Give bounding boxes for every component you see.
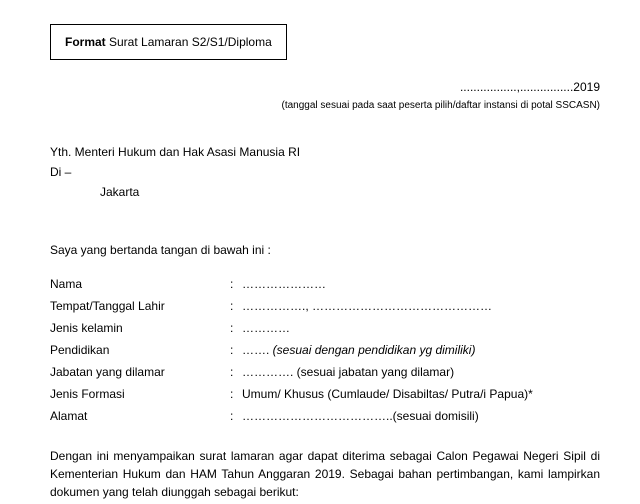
label-nama: Nama bbox=[50, 275, 230, 293]
city: Jakarta bbox=[50, 183, 600, 201]
colon: : bbox=[230, 341, 242, 359]
intro-text: Saya yang bertanda tangan di bawah ini : bbox=[50, 241, 600, 259]
colon: : bbox=[230, 275, 242, 293]
value-formasi: Umum/ Khusus (Cumlaude/ Disabiltas/ Putr… bbox=[242, 385, 533, 403]
label-ttl: Tempat/Tanggal Lahir bbox=[50, 297, 230, 315]
row-ttl: Tempat/Tanggal Lahir : ……………., ………………………… bbox=[50, 297, 533, 315]
label-pendidikan: Pendidikan bbox=[50, 341, 230, 359]
label-jk: Jenis kelamin bbox=[50, 319, 230, 337]
colon: : bbox=[230, 297, 242, 315]
colon: : bbox=[230, 385, 242, 403]
value-jabatan: …………. (sesuai jabatan yang dilamar) bbox=[242, 363, 533, 381]
row-jk: Jenis kelamin : ………… bbox=[50, 319, 533, 337]
pendidikan-prefix: ……. bbox=[242, 343, 273, 357]
value-nama: ………………… bbox=[242, 275, 533, 293]
format-normal: Surat Lamaran S2/S1/Diploma bbox=[106, 35, 272, 49]
row-pendidikan: Pendidikan : ……. (sesuai dengan pendidik… bbox=[50, 341, 533, 359]
format-box: Format Surat Lamaran S2/S1/Diploma bbox=[50, 24, 287, 60]
date-line: .................,................2019 bbox=[50, 78, 600, 96]
row-nama: Nama : ………………… bbox=[50, 275, 533, 293]
format-bold: Format bbox=[65, 35, 106, 49]
row-alamat: Alamat : ………………………………..(sesuai domisili) bbox=[50, 407, 533, 425]
label-alamat: Alamat bbox=[50, 407, 230, 425]
value-ttl: ……………., ……………………………………… bbox=[242, 297, 533, 315]
label-jabatan: Jabatan yang dilamar bbox=[50, 363, 230, 381]
closing-paragraph: Dengan ini menyampaikan surat lamaran ag… bbox=[50, 447, 600, 501]
label-formasi: Jenis Formasi bbox=[50, 385, 230, 403]
row-formasi: Jenis Formasi : Umum/ Khusus (Cumlaude/ … bbox=[50, 385, 533, 403]
value-jk: ………… bbox=[242, 319, 533, 337]
recipient: Yth. Menteri Hukum dan Hak Asasi Manusia… bbox=[50, 143, 600, 161]
colon: : bbox=[230, 407, 242, 425]
pendidikan-italic: (sesuai dengan pendidikan yg dimiliki) bbox=[273, 343, 476, 357]
colon: : bbox=[230, 319, 242, 337]
date-note: (tanggal sesuai pada saat peserta pilih/… bbox=[50, 98, 600, 113]
row-jabatan: Jabatan yang dilamar : …………. (sesuai jab… bbox=[50, 363, 533, 381]
value-alamat: ………………………………..(sesuai domisili) bbox=[242, 407, 533, 425]
value-pendidikan: ……. (sesuai dengan pendidikan yg dimilik… bbox=[242, 341, 533, 359]
di-line: Di – bbox=[50, 163, 600, 181]
colon: : bbox=[230, 363, 242, 381]
form-table: Nama : ………………… Tempat/Tanggal Lahir : ……… bbox=[50, 271, 533, 429]
